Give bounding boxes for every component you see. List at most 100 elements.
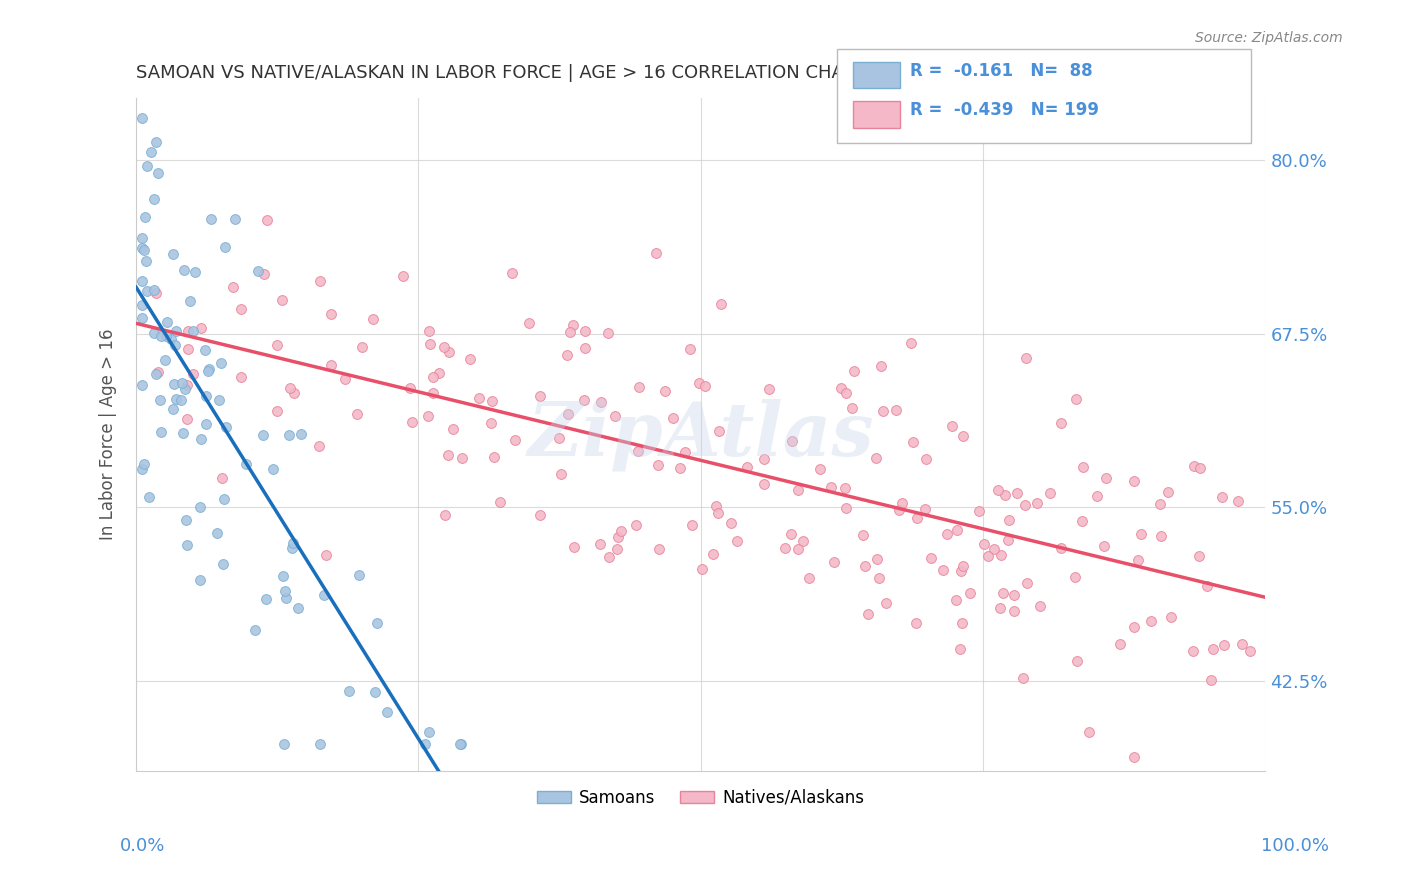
Point: [162, 402, 184, 417]
Point: [449, 737, 471, 751]
Point: [1226, 493, 1249, 508]
Point: [209, 356, 232, 370]
Point: [274, 583, 297, 598]
Point: [866, 552, 889, 566]
Point: [952, 558, 974, 573]
Point: [1011, 671, 1033, 685]
Point: [484, 450, 506, 465]
Point: [211, 470, 233, 484]
Point: [1050, 541, 1073, 556]
Point: [131, 298, 153, 312]
Point: [555, 347, 578, 361]
Point: [281, 541, 304, 556]
Point: [905, 511, 928, 525]
Point: [1071, 459, 1094, 474]
Point: [983, 542, 1005, 557]
Point: [176, 538, 198, 552]
Point: [131, 231, 153, 245]
Point: [170, 393, 193, 408]
Point: [987, 483, 1010, 498]
Point: [224, 212, 246, 227]
Point: [1122, 620, 1144, 634]
Point: [1050, 416, 1073, 430]
Point: [174, 513, 197, 527]
Point: [688, 376, 710, 390]
Point: [391, 269, 413, 284]
Point: [422, 369, 444, 384]
Point: [856, 607, 879, 622]
Point: [598, 550, 620, 565]
Point: [1182, 458, 1205, 473]
Point: [1157, 484, 1180, 499]
Text: SAMOAN VS NATIVE/ALASKAN IN LABOR FORCE | AGE > 16 CORRELATION CHART: SAMOAN VS NATIVE/ALASKAN IN LABOR FORCE …: [136, 64, 866, 82]
Point: [143, 326, 166, 341]
Point: [467, 391, 489, 405]
Point: [868, 571, 890, 585]
Point: [184, 265, 207, 279]
Point: [283, 386, 305, 401]
Point: [190, 432, 212, 446]
Point: [529, 389, 551, 403]
Text: R =  -0.161   N=  88: R = -0.161 N= 88: [910, 62, 1092, 79]
Point: [547, 431, 569, 445]
Point: [998, 513, 1021, 527]
Point: [673, 445, 696, 459]
Point: [1122, 474, 1144, 488]
Point: [252, 427, 274, 442]
Point: [1064, 392, 1087, 406]
Point: [690, 561, 713, 575]
Point: [574, 392, 596, 407]
Point: [681, 517, 703, 532]
Point: [246, 263, 269, 277]
Point: [1026, 496, 1049, 510]
Point: [945, 523, 967, 537]
Point: [900, 336, 922, 351]
Point: [253, 267, 276, 281]
Point: [212, 558, 235, 572]
Point: [136, 159, 159, 173]
Point: [172, 425, 194, 440]
Point: [792, 533, 814, 548]
Point: [131, 241, 153, 255]
Point: [415, 737, 437, 751]
Point: [176, 378, 198, 392]
Text: ZipAtlas: ZipAtlas: [527, 398, 875, 471]
Point: [156, 315, 179, 329]
Point: [214, 239, 236, 253]
Point: [163, 338, 186, 352]
Point: [1002, 588, 1025, 602]
Point: [647, 458, 669, 472]
Point: [606, 541, 628, 556]
Point: [786, 541, 808, 556]
Point: [780, 434, 803, 449]
Point: [450, 737, 472, 751]
Point: [1014, 498, 1036, 512]
Point: [262, 462, 284, 476]
Point: [375, 705, 398, 719]
Point: [418, 409, 440, 424]
Point: [427, 366, 450, 380]
Point: [754, 476, 776, 491]
Point: [315, 548, 337, 562]
Point: [266, 404, 288, 418]
Point: [993, 586, 1015, 600]
Point: [503, 433, 526, 447]
Point: [574, 342, 596, 356]
Point: [941, 418, 963, 433]
Point: [517, 316, 540, 330]
Legend: Samoans, Natives/Alaskans: Samoans, Natives/Alaskans: [531, 782, 870, 814]
Point: [1071, 514, 1094, 528]
Point: [290, 427, 312, 442]
Point: [138, 490, 160, 504]
Point: [835, 386, 858, 401]
Point: [823, 555, 845, 569]
Point: [1232, 637, 1254, 651]
Point: [195, 417, 218, 432]
Point: [875, 596, 897, 610]
Point: [994, 488, 1017, 502]
Point: [153, 352, 176, 367]
Point: [399, 381, 422, 395]
Point: [852, 527, 875, 541]
Point: [952, 615, 974, 630]
Point: [188, 573, 211, 587]
